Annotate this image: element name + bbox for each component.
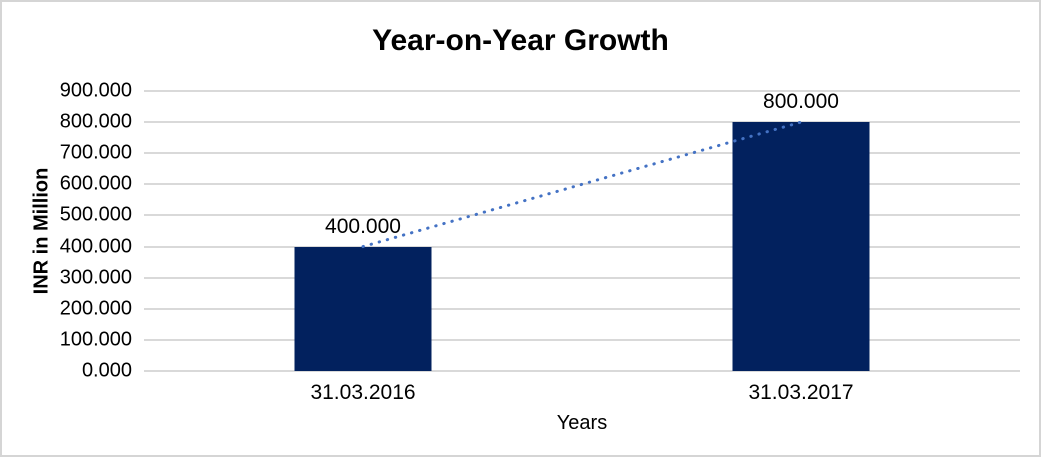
gridline — [144, 90, 1020, 92]
gridline — [144, 121, 1020, 124]
bar-data-label: 800.000 — [763, 90, 839, 114]
gridline — [144, 307, 1020, 310]
y-tick-label: 400.000 — [59, 235, 132, 258]
plot-area: 400.000 800.000 — [144, 90, 1020, 372]
gridline — [144, 338, 1020, 341]
gridline — [144, 276, 1020, 279]
x-axis-title: Years — [556, 412, 608, 434]
bar-31.03.2017 — [732, 122, 870, 371]
bar-31.03.2016 — [294, 246, 432, 371]
y-axis-tick-labels: 0.000 100.000 200.000 300.000 400.000 500.000… — [2, 80, 132, 382]
gridline — [144, 245, 1020, 248]
gridline — [144, 214, 1020, 217]
y-tick-label: 800.000 — [59, 110, 132, 133]
x-axis-tick-labels: 31.03.2016 31.03.2017 — [144, 381, 1020, 407]
y-tick-label: 600.000 — [59, 172, 132, 195]
gridline — [144, 183, 1020, 186]
y-tick-label: 200.000 — [59, 297, 132, 320]
bar-data-label: 400.000 — [325, 214, 401, 238]
x-tick-label: 31.03.2016 — [310, 381, 416, 404]
y-tick-label: 500.000 — [59, 203, 132, 226]
y-tick-label: 0.000 — [81, 359, 132, 382]
y-tick-label: 300.000 — [59, 266, 132, 289]
x-tick-label: 31.03.2017 — [748, 381, 854, 404]
gridline — [144, 370, 1020, 372]
y-tick-label: 900.000 — [59, 79, 132, 102]
chart-title: Year-on-Year Growth — [372, 24, 669, 57]
y-tick-label: 700.000 — [59, 141, 132, 164]
gridline — [144, 152, 1020, 155]
trendline — [361, 120, 803, 249]
y-tick-label: 100.000 — [59, 328, 132, 351]
